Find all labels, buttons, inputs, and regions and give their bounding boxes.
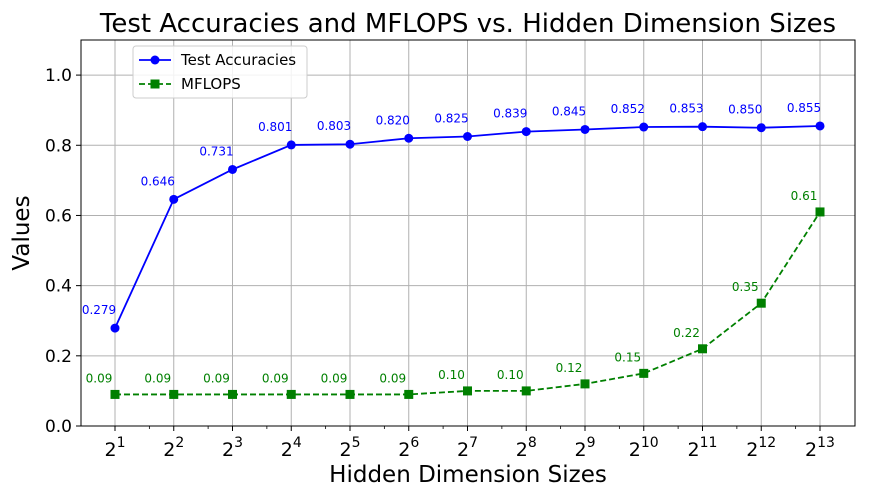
y-axis: 0.0 0.2 0.4 0.6 0.8 1.0 [45, 66, 81, 437]
x-tick-label: 25 [339, 435, 360, 461]
x-tick-label: 27 [457, 435, 478, 461]
data-point [286, 140, 296, 150]
data-point [345, 139, 355, 149]
data-point [639, 122, 649, 132]
data-label: 0.15 [614, 350, 641, 364]
data-point [698, 122, 707, 132]
x-tick-label: 26 [398, 435, 419, 461]
y-tick-label: 0.0 [45, 417, 72, 437]
x-tick-label: 21 [104, 435, 125, 461]
data-label: 0.845 [552, 104, 586, 118]
x-tick-label: 213 [805, 435, 835, 461]
data-point [404, 133, 414, 143]
legend-box [132, 45, 308, 99]
data-label: 0.35 [732, 280, 759, 294]
data-point [110, 389, 120, 399]
data-label: 0.09 [321, 371, 348, 385]
x-tick-label: 212 [746, 435, 776, 461]
legend-label: Test Accuracies [180, 51, 296, 69]
y-tick-label: 0.6 [45, 206, 72, 226]
data-label: 0.61 [791, 189, 818, 203]
data-point [698, 344, 707, 354]
data-label: 0.852 [611, 102, 645, 116]
data-label: 0.09 [86, 371, 113, 385]
x-axis-label: Hidden Dimension Sizes [329, 462, 607, 488]
data-label: 0.825 [434, 112, 468, 126]
data-label: 0.10 [497, 368, 524, 382]
legend-label: MFLOPS [181, 75, 241, 93]
data-label: 0.820 [376, 113, 410, 127]
data-point [756, 123, 766, 133]
data-point [580, 124, 590, 134]
x-tick-label: 29 [574, 435, 595, 461]
data-point [110, 323, 120, 333]
data-label: 0.646 [141, 174, 175, 188]
data-label: 0.22 [673, 326, 700, 340]
data-point [228, 389, 237, 399]
data-label: 0.09 [379, 371, 406, 385]
y-axis-label: Values [9, 195, 35, 270]
x-tick-label: 23 [222, 435, 243, 461]
data-label: 0.09 [203, 371, 230, 385]
data-label: 0.279 [82, 303, 116, 317]
data-label: 0.10 [438, 368, 465, 382]
data-point [815, 207, 825, 217]
data-point [169, 389, 179, 399]
chart-title: Test Accuracies and MFLOPS vs. Hidden Di… [99, 9, 836, 39]
data-point [756, 298, 766, 308]
x-tick-label: 24 [281, 435, 302, 461]
data-label: 0.09 [144, 371, 171, 385]
data-label: 0.801 [258, 120, 292, 134]
series-layer: 0.279 0.646 0.731 0.801 0.803 0.820 0.825 0.839… [82, 101, 825, 399]
x-tick-label: 210 [629, 435, 659, 461]
data-label: 0.12 [556, 361, 583, 375]
data-label: 0.850 [728, 103, 762, 117]
legend-marker [150, 79, 160, 89]
data-point [580, 379, 590, 389]
data-label: 0.09 [262, 371, 289, 385]
x-tick-label: 28 [516, 435, 537, 461]
data-label: 0.853 [669, 102, 703, 116]
data-point [345, 389, 355, 399]
x-tick-label: 211 [688, 435, 718, 461]
legend-marker [150, 55, 160, 65]
data-point [228, 164, 237, 174]
data-label: 0.803 [317, 119, 351, 133]
data-point [521, 127, 531, 137]
data-point [463, 132, 472, 141]
y-tick-label: 1.0 [45, 66, 72, 86]
data-point [639, 368, 649, 378]
data-label: 0.839 [493, 107, 527, 121]
y-tick-label: 0.8 [45, 136, 72, 156]
data-point [286, 389, 296, 399]
x-tick-label: 22 [163, 435, 184, 461]
y-tick-label: 0.4 [45, 277, 72, 297]
data-point [463, 386, 472, 396]
data-label: 0.855 [787, 101, 821, 115]
legend: Test Accuracies MFLOPS [132, 45, 308, 99]
y-tick-label: 0.2 [45, 347, 72, 367]
data-point [404, 389, 414, 399]
data-point [521, 386, 531, 396]
data-label: 0.731 [199, 144, 233, 158]
x-axis: 21 22 23 24 25 26 27 28 29 210 211 212 213 [104, 426, 835, 461]
data-point [815, 121, 825, 131]
data-point [169, 194, 179, 204]
